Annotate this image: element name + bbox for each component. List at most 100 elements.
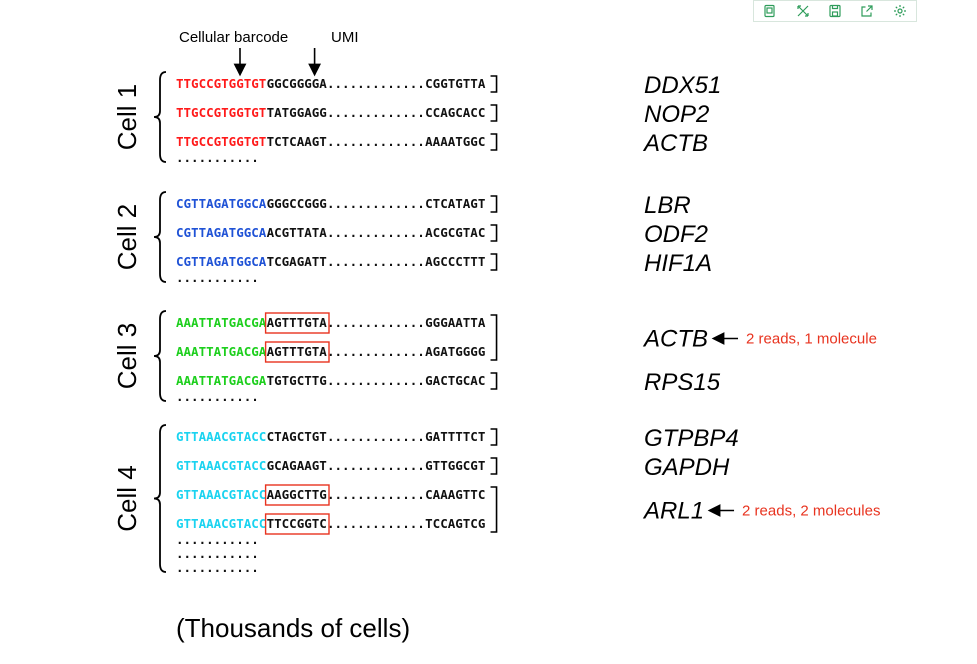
- settings-icon[interactable]: [892, 3, 908, 19]
- umi-seq: TCTCAAGT: [267, 134, 327, 149]
- read-sequence: GTTAAACGTACCAAGGCTTG.............CAAAGTT…: [176, 487, 485, 502]
- barcode-seq: CGTTAGATGGCA: [176, 225, 267, 240]
- gene-name: ACTB: [642, 326, 708, 353]
- cell-label: Cell 4: [112, 465, 142, 531]
- tail-seq: AGCCCTTT: [425, 254, 485, 269]
- barcode-seq: AAATTATGACGA: [176, 373, 267, 388]
- read-sequence: TTGCCGTGGTGTTCTCAAGT.............AAAATGG…: [176, 134, 485, 149]
- gene-name: RPS15: [644, 369, 721, 396]
- umi-seq: GGGCCGGG: [267, 196, 327, 211]
- read-sequence: TTGCCGTGGTGTTATGGAGG.............CCAGCAC…: [176, 105, 485, 120]
- umi-seq: AGTTTGTA: [267, 344, 328, 359]
- separator-dots: .............: [327, 76, 425, 91]
- barcode-seq: AAATTATGACGA: [176, 315, 267, 330]
- separator-dots: .............: [327, 344, 425, 359]
- export-icon[interactable]: [859, 3, 875, 19]
- separator-dots: .............: [327, 196, 425, 211]
- read-sequence: CGTTAGATGGCATCGAGATT.............AGCCCTT…: [176, 254, 485, 269]
- tail-seq: CTCATAGT: [425, 196, 485, 211]
- umi-seq: AGTTTGTA: [267, 315, 328, 330]
- gene-name: DDX51: [644, 72, 721, 99]
- gene-bracket: [490, 195, 498, 213]
- tail-seq: TCCAGTCG: [425, 516, 485, 531]
- read-sequence: TTGCCGTGGTGTGGCGGGGA.............CGGTGTT…: [176, 76, 486, 91]
- tail-seq: GTTGGCGT: [425, 458, 485, 473]
- umi-seq: AAGGCTTG: [267, 487, 327, 502]
- tail-seq: CGGTGTTA: [425, 76, 486, 91]
- umi-seq: TCGAGATT: [267, 254, 327, 269]
- umi-header: UMI: [331, 29, 359, 46]
- more-reads-dots: ...........: [176, 270, 259, 285]
- read-sequence: AAATTATGACGATGTGCTTG.............GACTGCA…: [176, 373, 485, 388]
- gene-bracket: [490, 133, 498, 151]
- gene-name: GAPDH: [644, 454, 730, 481]
- separator-dots: .............: [327, 429, 425, 444]
- cell-block: CGTTAGATGGCAGGGCCGGG.............CTCATAG…: [112, 191, 712, 285]
- gene-bracket: [490, 314, 498, 361]
- gene-bracket: [490, 253, 498, 271]
- cell-brace: [153, 310, 167, 402]
- gene-bracket: [490, 372, 498, 390]
- more-reads-dots: ...........: [176, 560, 259, 575]
- umi-seq: GGCGGGGA: [267, 76, 328, 91]
- barcode-seq: CGTTAGATGGCA: [176, 254, 267, 269]
- separator-dots: .............: [327, 315, 425, 330]
- read-sequence: CGTTAGATGGCAGGGCCGGG.............CTCATAG…: [176, 196, 485, 211]
- tail-seq: AAAATGGC: [425, 134, 485, 149]
- umi-highlight-box: [264, 484, 330, 506]
- cell-brace: [153, 191, 167, 283]
- barcode-seq: GTTAAACGTACC: [176, 458, 266, 473]
- barcode-seq: CGTTAGATGGCA: [176, 196, 267, 211]
- umi-seq: CTAGCTGT: [267, 429, 327, 444]
- barcode-header: Cellular barcode: [179, 29, 288, 46]
- umi-seq: GCAGAAGT: [267, 458, 327, 473]
- umi-seq: TATGGAGG: [267, 105, 327, 120]
- separator-dots: .............: [327, 458, 425, 473]
- separator-dots: .............: [327, 105, 425, 120]
- header-arrows: [233, 48, 322, 77]
- cells-layer: TTGCCGTGGTGTGGCGGGGA.............CGGTGTT…: [112, 71, 880, 575]
- footer-caption: (Thousands of cells): [176, 613, 410, 643]
- more-reads-dots: ...........: [176, 532, 259, 547]
- read-sequence: AAATTATGACGAAGTTTGTA.............AGATGGG…: [176, 344, 485, 359]
- barcode-seq: TTGCCGTGGTGT: [176, 134, 266, 149]
- gene-name: GTPBP4: [644, 425, 739, 452]
- gene-bracket: [490, 457, 498, 475]
- gene-bracket: [490, 428, 498, 446]
- tail-seq: ACGCGTAC: [425, 225, 485, 240]
- gene-bracket: [490, 75, 498, 93]
- read-sequence: GTTAAACGTACCTTCCGGTC.............TCCAGTC…: [176, 516, 485, 531]
- gene-name: ARL1: [642, 498, 704, 525]
- more-reads-dots: ...........: [176, 150, 259, 165]
- barcode-seq: TTGCCGTGGTGT: [176, 76, 266, 91]
- gene-name: HIF1A: [644, 250, 712, 277]
- barcode-seq: GTTAAACGTACC: [176, 429, 266, 444]
- separator-dots: .............: [327, 487, 425, 502]
- tail-seq: GGGAATTA: [425, 315, 486, 330]
- gene-name: LBR: [644, 192, 691, 219]
- umi-seq: TGTGCTTG: [267, 373, 327, 388]
- shuffle-icon[interactable]: [795, 3, 811, 19]
- umi-seq: TTCCGGTC: [267, 516, 327, 531]
- separator-dots: .............: [327, 134, 425, 149]
- gene-name: ODF2: [644, 221, 708, 248]
- cell-block: GTTAAACGTACCCTAGCTGT.............GATTTTC…: [112, 424, 880, 575]
- cell-block: AAATTATGACGAAGTTTGTA.............GGGAATT…: [112, 310, 877, 404]
- tail-seq: GACTGCAC: [425, 373, 485, 388]
- gene-name: ACTB: [642, 130, 708, 157]
- save-icon[interactable]: [827, 3, 843, 19]
- more-reads-dots: ...........: [176, 546, 259, 561]
- umi-highlight-box: [264, 312, 330, 334]
- read-sequence: AAATTATGACGAAGTTTGTA.............GGGAATT…: [176, 315, 486, 330]
- gene-name: NOP2: [644, 101, 709, 128]
- cell-label: Cell 2: [112, 204, 142, 270]
- read-sequence: CGTTAGATGGCAACGTTATA.............ACGCGTA…: [176, 225, 485, 240]
- gene-bracket: [490, 104, 498, 122]
- cell-brace: [153, 424, 167, 573]
- barcode-seq: AAATTATGACGA: [176, 344, 267, 359]
- toolbar: [753, 0, 917, 22]
- copy-icon[interactable]: [762, 3, 778, 19]
- more-reads-dots: ...........: [176, 389, 259, 404]
- read-sequence: GTTAAACGTACCCTAGCTGT.............GATTTTC…: [176, 429, 485, 444]
